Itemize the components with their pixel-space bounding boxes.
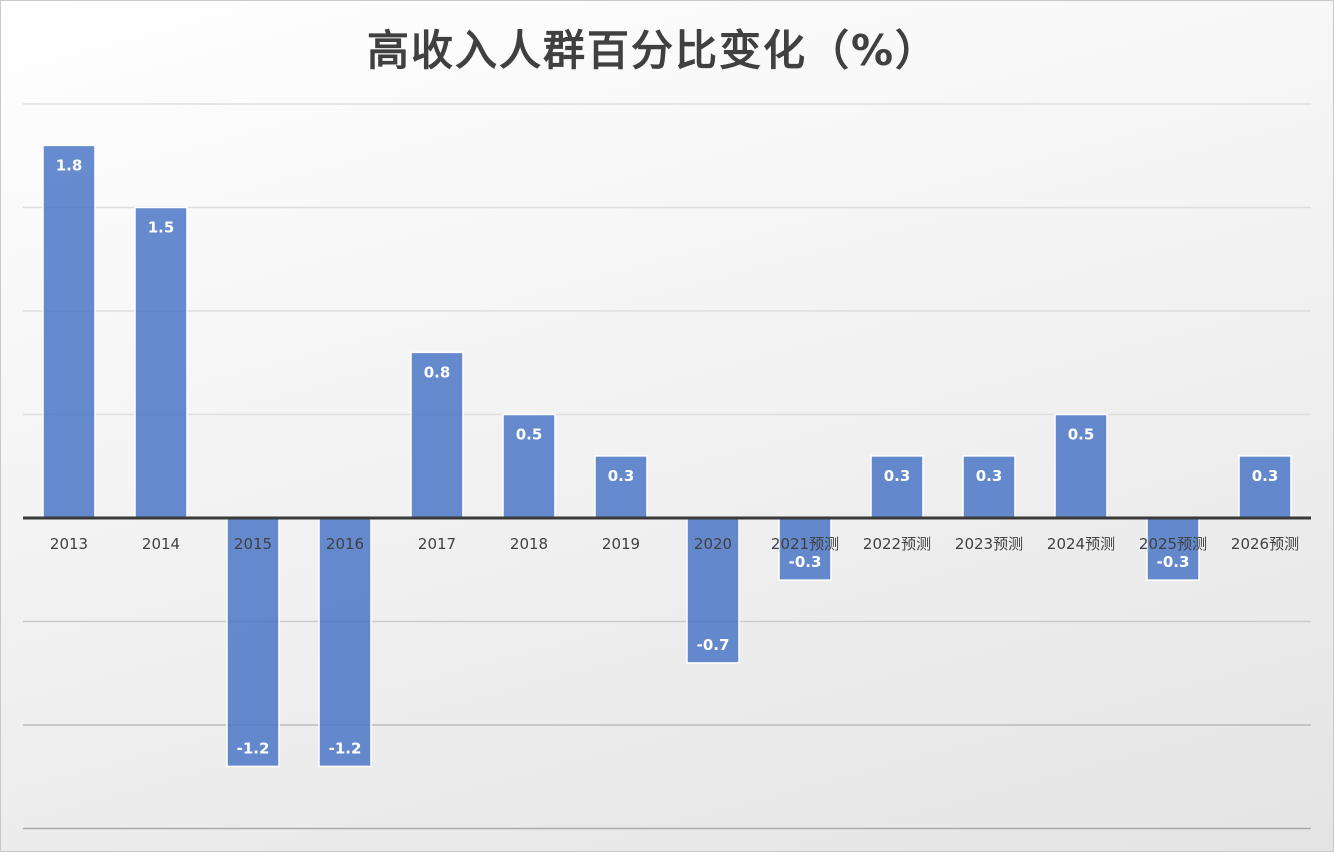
data-label: -1.2 <box>329 739 362 757</box>
bar <box>962 455 1016 519</box>
bar <box>226 517 280 768</box>
data-label: 0.3 <box>884 467 911 485</box>
x-tick-label: 2021预测 <box>771 535 839 553</box>
x-tick-label: 2017 <box>418 535 456 553</box>
data-label: 1.8 <box>56 156 83 174</box>
bar <box>134 206 188 519</box>
bar <box>686 517 740 664</box>
x-tick-label: 2015 <box>234 535 272 553</box>
bar <box>594 455 648 519</box>
data-label: 0.3 <box>976 467 1003 485</box>
data-label: 0.5 <box>516 426 543 444</box>
data-label: 0.5 <box>1068 426 1095 444</box>
data-labels: 1.8 1.5 -1.2 -1.2 0.8 0.5 0.3 -0.7 -0.3 0.3 0.3 0.5… <box>56 156 1279 757</box>
bar <box>1238 455 1292 519</box>
bar <box>318 517 372 768</box>
chart-title: 高收入人群百分比变化（%） <box>366 26 940 75</box>
bar <box>502 413 556 519</box>
x-tick-label: 2018 <box>510 535 548 553</box>
bar <box>42 144 96 519</box>
x-tick-label: 2025预测 <box>1139 535 1207 553</box>
x-tick-label: 2022预测 <box>863 535 931 553</box>
data-label: -0.3 <box>789 553 822 571</box>
gridlines <box>23 103 1311 830</box>
x-tick-label: 2013 <box>50 535 88 553</box>
bar <box>870 455 924 519</box>
x-tick-label: 2026预测 <box>1231 535 1299 553</box>
x-axis-tick-labels: 2013 2014 2015 2016 2017 2018 2019 2020 2021预测 20… <box>50 535 1299 553</box>
bar <box>410 351 464 519</box>
x-tick-label: 2023预测 <box>955 535 1023 553</box>
data-label: 0.3 <box>608 467 635 485</box>
data-label: 0.8 <box>424 363 451 381</box>
x-tick-label: 2020 <box>694 535 732 553</box>
x-tick-label: 2014 <box>142 535 180 553</box>
bar <box>778 517 832 581</box>
data-label: -1.2 <box>237 739 270 757</box>
data-label: -0.7 <box>697 636 730 654</box>
bar <box>1146 517 1200 581</box>
data-label: 0.3 <box>1252 467 1279 485</box>
bars <box>42 144 1292 768</box>
x-tick-label: 2016 <box>326 535 364 553</box>
bar <box>1054 413 1108 519</box>
x-tick-label: 2019 <box>602 535 640 553</box>
data-label: 1.5 <box>148 219 175 237</box>
x-tick-label: 2024预测 <box>1047 535 1115 553</box>
data-label: -0.3 <box>1157 553 1190 571</box>
